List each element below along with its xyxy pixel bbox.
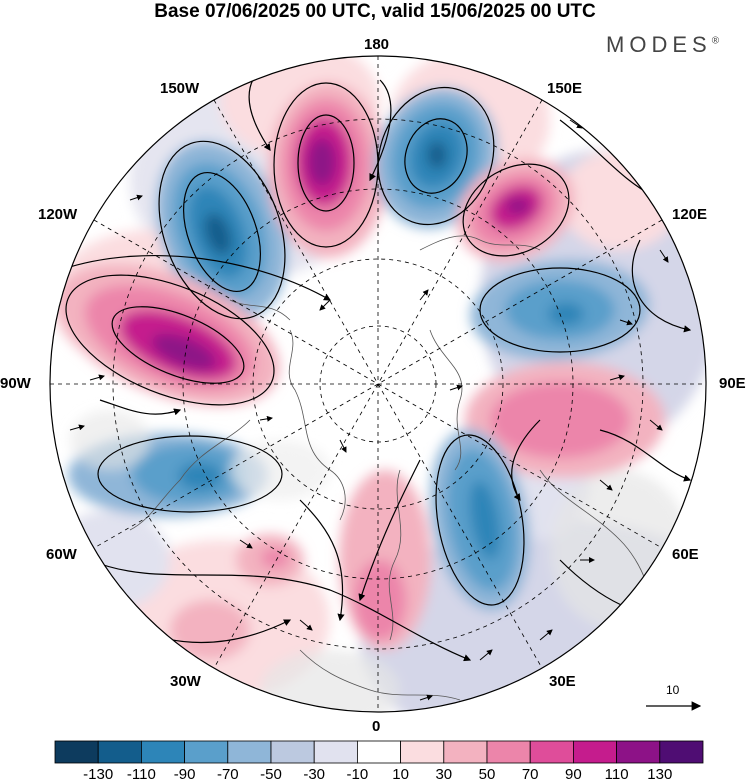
colorbar-tick-label: -10 <box>346 766 369 783</box>
colorbar-tick-label: -30 <box>303 766 326 783</box>
lon-label-30w: 30W <box>170 673 201 690</box>
registered-mark: ® <box>711 35 720 47</box>
colorbar-swatch <box>141 740 186 764</box>
brand-text: MODES <box>606 32 712 57</box>
lon-label-150w: 150W <box>160 80 200 97</box>
colorbar-swatch <box>356 740 401 764</box>
colorbar-tick-label: 110 <box>604 766 629 783</box>
colorbar-tick-label: -70 <box>216 766 239 783</box>
reference-vector-label: 10 <box>666 683 680 697</box>
lon-label-0: 0 <box>372 718 381 735</box>
colorbar-swatch <box>443 740 488 764</box>
colorbar-swatch <box>54 740 99 764</box>
map-border <box>49 55 707 713</box>
colorbar-tick-label: -110 <box>126 766 156 783</box>
colorbar-swatch <box>573 740 618 764</box>
lon-label-60e: 60E <box>672 546 699 563</box>
colorbar-swatch <box>659 740 704 764</box>
colorbar-tick-label: 30 <box>435 766 453 783</box>
colorbar-tick-label: 90 <box>565 766 582 783</box>
wind-vectors <box>69 119 669 701</box>
modes-logo: MODES® <box>606 32 719 58</box>
colorbar <box>54 740 704 764</box>
graticule <box>50 56 706 712</box>
colorbar-swatch <box>529 740 574 764</box>
reference-vector-arrow <box>646 701 702 711</box>
colorbar-swatch <box>227 740 272 764</box>
colorbar-tick-label: 10 <box>392 766 409 783</box>
colorbar-swatch <box>616 740 661 764</box>
colorbar-tick-label: -50 <box>260 766 282 783</box>
lon-label-150e: 150E <box>547 80 583 97</box>
colorbar-tick-label: 50 <box>478 766 496 783</box>
colorbar-swatch <box>97 740 142 764</box>
chart-title: Base 07/06/2025 00 UTC, valid 15/06/2025… <box>154 1 596 22</box>
lon-label-30e: 30E <box>549 673 576 690</box>
anomaly-field <box>50 56 706 712</box>
colorbar-swatch <box>486 740 531 764</box>
lon-label-90e: 90E <box>719 375 746 392</box>
colorbar-tick-label: 130 <box>647 766 673 783</box>
lon-label-120e: 120E <box>672 206 708 223</box>
lon-label-60w: 60W <box>46 546 77 563</box>
colorbar-ticks: -130 -110 -90 -70 -50 -30 -10 10 30 50 70 90 110 130 <box>54 766 704 783</box>
colorbar-tick-label: -130 <box>83 766 114 783</box>
colorbar-tick-label: 70 <box>521 766 539 783</box>
colorbar-swatch <box>184 740 229 764</box>
lon-label-120w: 120W <box>38 206 78 223</box>
lon-label-90w: 90W <box>0 375 31 392</box>
colorbar-swatch <box>313 740 358 764</box>
lon-label-180: 180 <box>364 36 390 53</box>
colorbar-swatch <box>400 740 445 764</box>
colorbar-swatch <box>270 740 315 764</box>
colorbar-tick-label: -90 <box>173 766 196 783</box>
